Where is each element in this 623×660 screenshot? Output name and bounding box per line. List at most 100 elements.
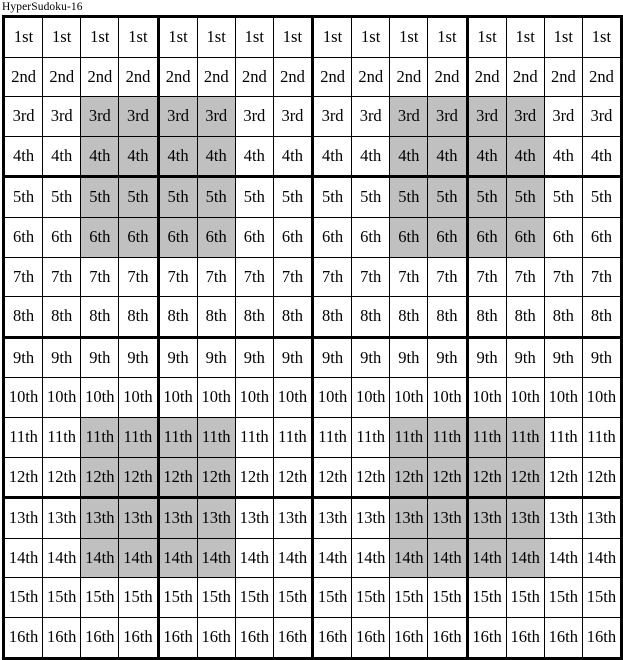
sudoku-cell[interactable]: 10th (1, 377, 43, 418)
sudoku-cell[interactable]: 12th (272, 456, 313, 498)
sudoku-cell[interactable]: 14th (156, 537, 198, 578)
sudoku-cell[interactable]: 2nd (310, 56, 352, 97)
sudoku-cell[interactable]: 1st (272, 15, 313, 58)
sudoku-cell[interactable]: 12th (234, 456, 274, 498)
sudoku-cell[interactable]: 5th (505, 175, 545, 218)
sudoku-cell[interactable]: 14th (310, 537, 352, 578)
sudoku-cell[interactable]: 11th (505, 416, 545, 458)
sudoku-cell[interactable]: 7th (118, 256, 158, 297)
sudoku-cell[interactable]: 4th (465, 135, 507, 177)
sudoku-cell[interactable]: 13th (465, 496, 507, 539)
sudoku-cell[interactable]: 16th (543, 616, 583, 660)
sudoku-cell[interactable]: 6th (156, 216, 198, 258)
sudoku-cell[interactable]: 1st (234, 15, 274, 58)
sudoku-cell[interactable]: 12th (310, 456, 352, 498)
sudoku-cell[interactable]: 5th (389, 175, 428, 218)
sudoku-cell[interactable]: 15th (42, 577, 81, 618)
sudoku-cell[interactable]: 8th (310, 296, 352, 338)
sudoku-cell[interactable]: 1st (389, 15, 428, 58)
sudoku-cell[interactable]: 11th (389, 416, 428, 458)
sudoku-cell[interactable]: 3rd (1, 96, 43, 137)
sudoku-cell[interactable]: 4th (80, 135, 119, 177)
sudoku-cell[interactable]: 4th (581, 135, 623, 177)
sudoku-cell[interactable]: 13th (427, 496, 467, 539)
sudoku-cell[interactable]: 7th (505, 256, 545, 297)
sudoku-cell[interactable]: 3rd (505, 96, 545, 137)
sudoku-cell[interactable]: 11th (234, 416, 274, 458)
sudoku-cell[interactable]: 7th (581, 256, 623, 297)
sudoku-cell[interactable]: 15th (118, 577, 158, 618)
sudoku-cell[interactable]: 13th (1, 496, 43, 539)
sudoku-cell[interactable]: 7th (465, 256, 507, 297)
sudoku-cell[interactable]: 9th (1, 335, 43, 378)
sudoku-cell[interactable]: 15th (351, 577, 390, 618)
sudoku-cell[interactable]: 15th (80, 577, 119, 618)
sudoku-cell[interactable]: 9th (118, 335, 158, 378)
sudoku-cell[interactable]: 10th (234, 377, 274, 418)
sudoku-cell[interactable]: 13th (505, 496, 545, 539)
sudoku-cell[interactable]: 9th (389, 335, 428, 378)
sudoku-cell[interactable]: 10th (351, 377, 390, 418)
sudoku-cell[interactable]: 10th (156, 377, 198, 418)
sudoku-cell[interactable]: 2nd (543, 56, 583, 97)
sudoku-cell[interactable]: 14th (42, 537, 81, 578)
sudoku-cell[interactable]: 16th (118, 616, 158, 660)
sudoku-cell[interactable]: 6th (543, 216, 583, 258)
sudoku-cell[interactable]: 10th (196, 377, 236, 418)
sudoku-cell[interactable]: 11th (80, 416, 119, 458)
sudoku-cell[interactable]: 1st (465, 15, 507, 58)
sudoku-cell[interactable]: 3rd (427, 96, 467, 137)
sudoku-cell[interactable]: 4th (42, 135, 81, 177)
sudoku-cell[interactable]: 16th (310, 616, 352, 660)
sudoku-cell[interactable]: 15th (1, 577, 43, 618)
sudoku-cell[interactable]: 2nd (465, 56, 507, 97)
sudoku-cell[interactable]: 1st (156, 15, 198, 58)
sudoku-cell[interactable]: 10th (272, 377, 313, 418)
sudoku-cell[interactable]: 7th (543, 256, 583, 297)
sudoku-cell[interactable]: 9th (505, 335, 545, 378)
sudoku-cell[interactable]: 8th (80, 296, 119, 338)
sudoku-cell[interactable]: 4th (196, 135, 236, 177)
sudoku-cell[interactable]: 1st (118, 15, 158, 58)
sudoku-cell[interactable]: 7th (389, 256, 428, 297)
sudoku-cell[interactable]: 2nd (234, 56, 274, 97)
sudoku-cell[interactable]: 6th (351, 216, 390, 258)
sudoku-cell[interactable]: 1st (42, 15, 81, 58)
sudoku-cell[interactable]: 12th (465, 456, 507, 498)
sudoku-cell[interactable]: 5th (310, 175, 352, 218)
sudoku-cell[interactable]: 8th (1, 296, 43, 338)
sudoku-cell[interactable]: 15th (465, 577, 507, 618)
sudoku-cell[interactable]: 13th (543, 496, 583, 539)
sudoku-cell[interactable]: 5th (581, 175, 623, 218)
sudoku-cell[interactable]: 3rd (351, 96, 390, 137)
sudoku-cell[interactable]: 9th (310, 335, 352, 378)
sudoku-cell[interactable]: 3rd (196, 96, 236, 137)
sudoku-cell[interactable]: 6th (80, 216, 119, 258)
sudoku-cell[interactable]: 6th (310, 216, 352, 258)
sudoku-cell[interactable]: 3rd (234, 96, 274, 137)
sudoku-cell[interactable]: 3rd (118, 96, 158, 137)
sudoku-cell[interactable]: 12th (351, 456, 390, 498)
sudoku-cell[interactable]: 11th (118, 416, 158, 458)
sudoku-cell[interactable]: 14th (427, 537, 467, 578)
sudoku-cell[interactable]: 10th (118, 377, 158, 418)
sudoku-cell[interactable]: 9th (543, 335, 583, 378)
sudoku-cell[interactable]: 15th (389, 577, 428, 618)
sudoku-cell[interactable]: 14th (1, 537, 43, 578)
sudoku-cell[interactable]: 7th (427, 256, 467, 297)
sudoku-cell[interactable]: 10th (465, 377, 507, 418)
sudoku-cell[interactable]: 6th (427, 216, 467, 258)
sudoku-cell[interactable]: 12th (80, 456, 119, 498)
sudoku-cell[interactable]: 14th (581, 537, 623, 578)
sudoku-cell[interactable]: 3rd (272, 96, 313, 137)
sudoku-cell[interactable]: 15th (427, 577, 467, 618)
sudoku-cell[interactable]: 3rd (42, 96, 81, 137)
sudoku-cell[interactable]: 5th (234, 175, 274, 218)
sudoku-cell[interactable]: 14th (80, 537, 119, 578)
sudoku-cell[interactable]: 14th (465, 537, 507, 578)
sudoku-cell[interactable]: 7th (272, 256, 313, 297)
sudoku-cell[interactable]: 7th (351, 256, 390, 297)
sudoku-cell[interactable]: 11th (351, 416, 390, 458)
sudoku-cell[interactable]: 5th (1, 175, 43, 218)
sudoku-cell[interactable]: 13th (310, 496, 352, 539)
